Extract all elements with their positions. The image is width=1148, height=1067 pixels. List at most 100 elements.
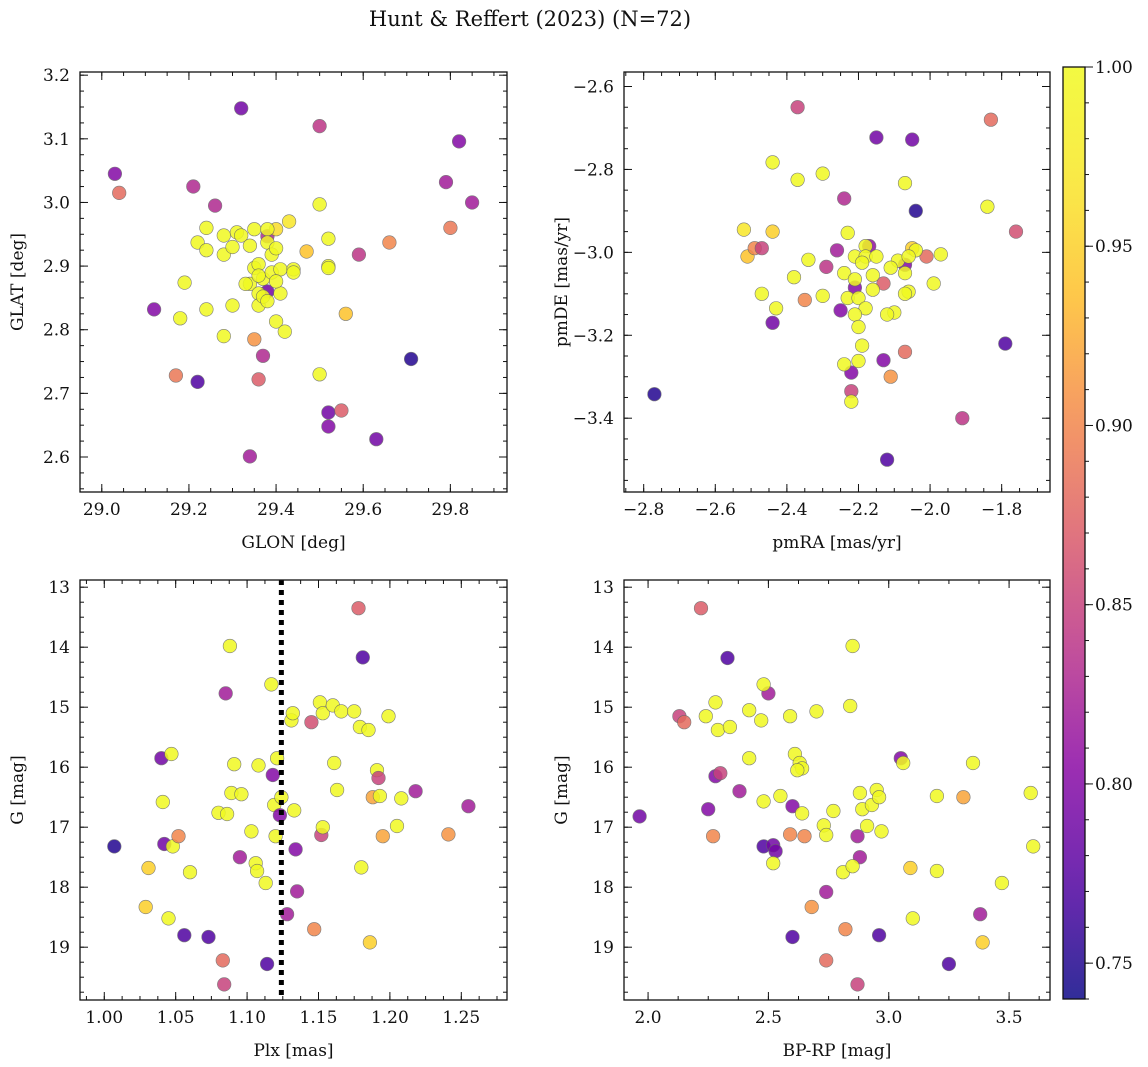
y-tick-label: 2.8	[43, 321, 70, 341]
scatter-point	[265, 767, 280, 783]
scatter-point	[269, 274, 284, 289]
scatter-point	[232, 850, 247, 865]
scatter-point	[790, 172, 805, 187]
scatter-point	[287, 803, 302, 818]
plot-frame	[79, 71, 508, 493]
scatter-point	[321, 405, 336, 420]
scatter-point	[234, 787, 249, 802]
scatter-point	[819, 259, 834, 275]
scatter-point	[869, 130, 884, 145]
scatter-point	[362, 935, 378, 950]
scatter-point	[215, 953, 230, 968]
scatter-point	[955, 411, 970, 426]
scatter-point	[269, 314, 284, 329]
scatter-point	[837, 266, 852, 281]
scatter-point	[941, 956, 957, 972]
scatter-point	[394, 791, 409, 806]
scatter-point	[201, 929, 216, 945]
scatter-point	[994, 875, 1010, 891]
y-tick-label: 15	[592, 698, 614, 718]
x-tick-label: 1.20	[371, 1008, 409, 1028]
x-tick-label: 2.0	[635, 1008, 662, 1028]
scatter-point	[173, 311, 188, 326]
scatter-point	[372, 788, 388, 804]
colorbar-tick-label: 0.95	[1095, 237, 1133, 257]
scatter-point	[865, 268, 880, 283]
scatter-point	[883, 369, 898, 384]
scatter-point	[926, 276, 941, 291]
scatter-point	[112, 185, 127, 200]
scatter-point	[190, 374, 205, 390]
scatter-point	[785, 799, 800, 814]
colorbar-tick-label: 0.80	[1095, 775, 1133, 795]
scatter-point	[998, 336, 1013, 351]
scatter-point	[742, 703, 757, 718]
scatter-point	[251, 758, 266, 773]
scatter-point	[819, 884, 834, 900]
scatter-point	[251, 268, 266, 283]
scatter-point	[790, 100, 805, 115]
scatter-point	[871, 928, 887, 943]
scatter-point	[171, 829, 186, 844]
scatter-point	[107, 839, 122, 854]
scatter-point	[334, 403, 349, 418]
scatter-point	[361, 722, 376, 738]
x-tick-label: 29.0	[83, 500, 121, 520]
scatter-point	[852, 785, 868, 801]
scatter-point	[897, 266, 913, 281]
scatter-point	[785, 929, 800, 945]
scatter-point	[833, 303, 848, 318]
x-tick-label: −2.6	[695, 500, 736, 520]
scatter-point	[905, 132, 920, 147]
points-bprp-g	[632, 601, 1041, 992]
scatter-point	[782, 827, 798, 842]
scatter-point	[850, 977, 865, 992]
scatter-point	[983, 112, 999, 127]
scatter-point	[705, 829, 721, 844]
scatter-point	[438, 175, 454, 190]
scatter-point	[351, 601, 366, 616]
y-axis-label: GLAT [deg]	[8, 233, 28, 331]
scatter-point	[677, 715, 692, 730]
scatter-point	[161, 911, 176, 926]
colorbar-frame	[1062, 66, 1086, 1000]
scatter-point	[218, 686, 233, 701]
scatter-point	[837, 191, 852, 206]
scatter-point	[838, 922, 853, 937]
plot-frame	[623, 579, 1051, 1001]
scatter-point	[851, 290, 866, 306]
scatter-point	[819, 827, 834, 843]
scatter-point	[107, 166, 122, 181]
scatter-point	[815, 288, 830, 304]
scatter-point	[225, 298, 240, 313]
panel-glon-glat: 29.0 29.2 29.4 29.6 29.8 2.6 2.7 2.8 2.9 3.0 3.1 3.…	[8, 66, 508, 553]
scatter-point	[845, 638, 860, 654]
scatter-point	[355, 650, 370, 665]
y-axis-label: G [mag]	[552, 755, 572, 824]
y-tick-label: 2.9	[43, 257, 70, 277]
scatter-point	[854, 338, 870, 353]
scatter-point	[756, 794, 771, 809]
scatter-point	[883, 260, 898, 275]
scatter-point	[773, 788, 788, 804]
scatter-point	[334, 704, 349, 719]
scatter-point	[168, 368, 183, 383]
scatter-point	[851, 319, 866, 335]
scatter-point	[790, 763, 805, 778]
panel-plx-g: 1.00 1.05 1.10 1.15 1.20 1.25 13 14 15 16 17 18 19 Pl…	[8, 578, 508, 1061]
scatter-point	[859, 818, 875, 834]
scatter-point	[809, 704, 824, 719]
scatter-point	[347, 704, 362, 719]
scatter-point	[1026, 839, 1041, 854]
y-tick-label: 19	[48, 938, 70, 958]
y-tick-label: 2.6	[43, 448, 70, 468]
scatter-point	[929, 863, 945, 879]
scatter-point	[321, 260, 336, 276]
scatter-point	[929, 788, 945, 804]
scatter-point	[251, 372, 266, 387]
scatter-point	[908, 203, 923, 218]
scatter-point	[234, 228, 249, 243]
scatter-point	[199, 220, 214, 235]
scatter-point	[307, 922, 322, 937]
